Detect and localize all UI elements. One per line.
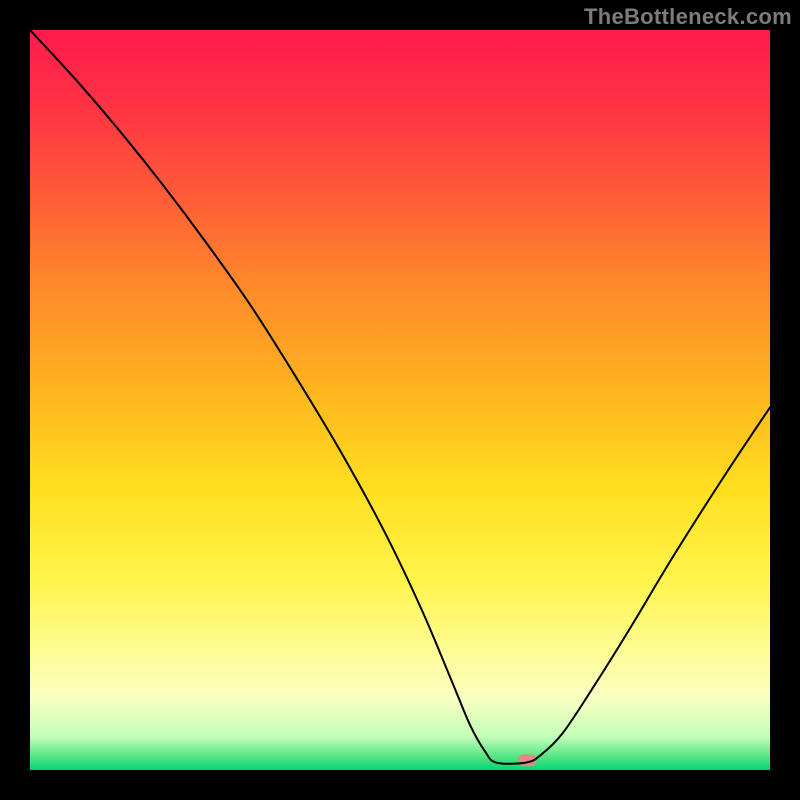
plot-area: [30, 30, 770, 770]
gradient-curve-chart: [30, 30, 770, 770]
watermark-text: TheBottleneck.com: [584, 4, 792, 30]
gradient-background: [30, 30, 770, 770]
chart-frame: TheBottleneck.com: [0, 0, 800, 800]
